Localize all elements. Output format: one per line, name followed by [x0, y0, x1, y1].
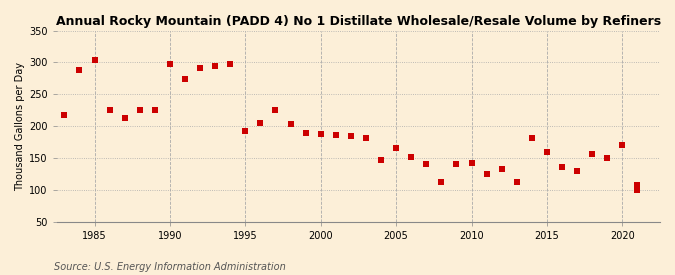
Point — [436, 180, 447, 185]
Point — [481, 172, 492, 176]
Point — [602, 156, 613, 160]
Point — [466, 161, 477, 165]
Point — [270, 107, 281, 112]
Point — [89, 58, 100, 62]
Text: Source: U.S. Energy Information Administration: Source: U.S. Energy Information Administ… — [54, 262, 286, 272]
Point — [421, 162, 432, 167]
Point — [210, 64, 221, 68]
Point — [74, 68, 85, 72]
Point — [104, 107, 115, 112]
Point — [375, 158, 386, 162]
Point — [617, 143, 628, 147]
Point — [300, 130, 311, 135]
Point — [512, 179, 522, 184]
Point — [225, 62, 236, 67]
Point — [180, 77, 190, 81]
Point — [119, 116, 130, 121]
Title: Annual Rocky Mountain (PADD 4) No 1 Distillate Wholesale/Resale Volume by Refine: Annual Rocky Mountain (PADD 4) No 1 Dist… — [56, 15, 661, 28]
Point — [632, 183, 643, 187]
Y-axis label: Thousand Gallons per Day: Thousand Gallons per Day — [15, 62, 25, 191]
Point — [557, 165, 568, 169]
Point — [406, 155, 416, 159]
Point — [165, 62, 176, 67]
Point — [285, 122, 296, 127]
Point — [255, 121, 266, 125]
Point — [134, 107, 145, 112]
Point — [346, 134, 356, 139]
Point — [315, 131, 326, 136]
Point — [59, 112, 70, 117]
Point — [541, 149, 552, 154]
Point — [194, 66, 205, 70]
Point — [149, 107, 160, 112]
Point — [572, 169, 583, 173]
Point — [451, 161, 462, 166]
Point — [587, 152, 597, 156]
Point — [526, 135, 537, 140]
Point — [632, 188, 643, 192]
Point — [240, 129, 250, 133]
Point — [330, 133, 341, 137]
Point — [360, 135, 371, 140]
Point — [496, 167, 507, 171]
Point — [391, 146, 402, 151]
